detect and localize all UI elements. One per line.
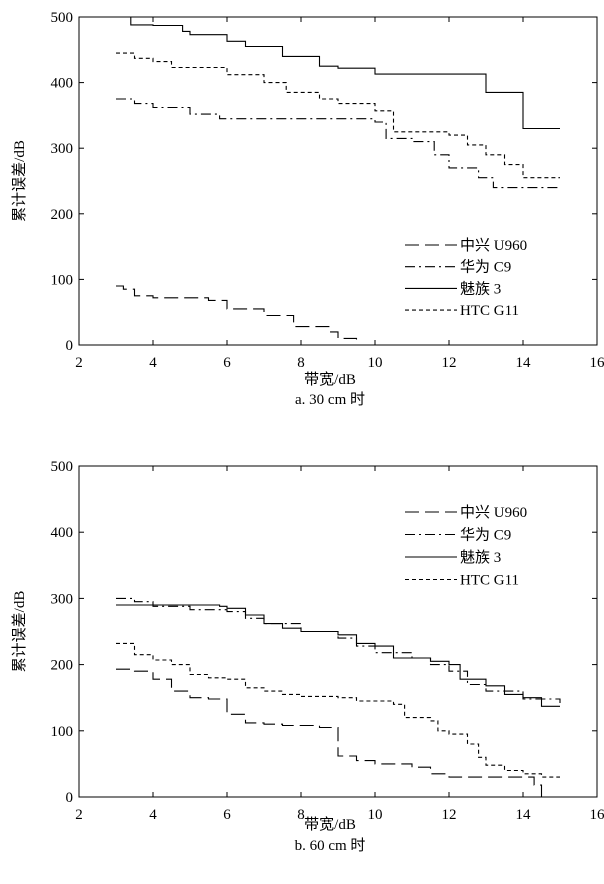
legend-label-3: 魅族 3	[460, 280, 501, 297]
y-tick-label: 400	[51, 525, 74, 541]
series-line-4	[116, 642, 560, 778]
legend-label-4: HTC G11	[460, 573, 519, 589]
x-tick-label: 2	[75, 355, 83, 371]
legend-label-1: 中兴 U960	[460, 237, 527, 254]
y-tick-label: 200	[51, 207, 74, 223]
series-line-2	[116, 98, 560, 189]
x-tick-label: 16	[590, 355, 604, 371]
y-tick-label: 0	[66, 790, 74, 806]
plot-frame	[78, 16, 598, 346]
y-tick-label: 400	[51, 76, 74, 92]
x-tick-label: 8	[297, 807, 305, 823]
y-tick-label: 300	[51, 591, 74, 607]
panel-caption: a. 30 cm 时	[295, 391, 365, 408]
x-tick-label: 12	[442, 807, 457, 823]
x-tick-label: 10	[368, 807, 383, 823]
x-tick-label: 14	[516, 807, 532, 823]
x-axis-label: 带宽/dB	[304, 816, 356, 833]
y-tick-label: 200	[51, 658, 74, 674]
x-tick-label: 2	[75, 807, 83, 823]
x-tick-label: 4	[149, 355, 157, 371]
y-axis-label: 累计误差/dB	[11, 591, 28, 673]
y-tick-label: 500	[51, 459, 74, 475]
series-line-1	[116, 285, 358, 345]
y-tick-label: 0	[66, 338, 74, 354]
series-line-4	[116, 52, 560, 179]
x-tick-label: 10	[368, 355, 383, 371]
y-tick-label: 300	[51, 141, 74, 157]
y-tick-label: 100	[51, 724, 74, 740]
chart-panel-2: 2 4 6 8 10 12 14 16 0 100 200 300 400 500 带宽/dB 累计误差/dB…	[11, 459, 604, 854]
legend-label-3: 魅族 3	[460, 549, 501, 566]
plot-frame	[78, 465, 598, 798]
x-tick-label: 4	[149, 807, 157, 823]
legend-label-1: 中兴 U960	[460, 504, 527, 521]
series-line-2	[116, 597, 561, 703]
legend-label-2: 华为 C9	[460, 527, 511, 544]
x-tick-label: 14	[516, 355, 532, 371]
x-tick-label: 8	[297, 355, 305, 371]
y-axis-label: 累计误差/dB	[11, 140, 28, 222]
x-tick-label: 12	[442, 355, 457, 371]
series-line-1	[116, 668, 543, 797]
y-tick-label: 500	[51, 10, 74, 26]
series-line-3	[116, 604, 560, 707]
panel-caption: b. 60 cm 时	[295, 837, 366, 854]
legend-label-2: 华为 C9	[460, 259, 511, 276]
legend-label-4: HTC G11	[460, 303, 519, 319]
chart-panel-1: 2 4 6 8 10 12 14 16 0 100 200 300 400 500 带宽/dB 累计误差/dB…	[11, 10, 604, 408]
x-tick-label: 6	[223, 807, 231, 823]
x-tick-label: 6	[223, 355, 231, 371]
y-tick-label: 100	[51, 272, 74, 288]
x-tick-label: 16	[590, 807, 604, 823]
x-axis-label: 带宽/dB	[304, 371, 356, 388]
series-line-3	[116, 16, 560, 130]
